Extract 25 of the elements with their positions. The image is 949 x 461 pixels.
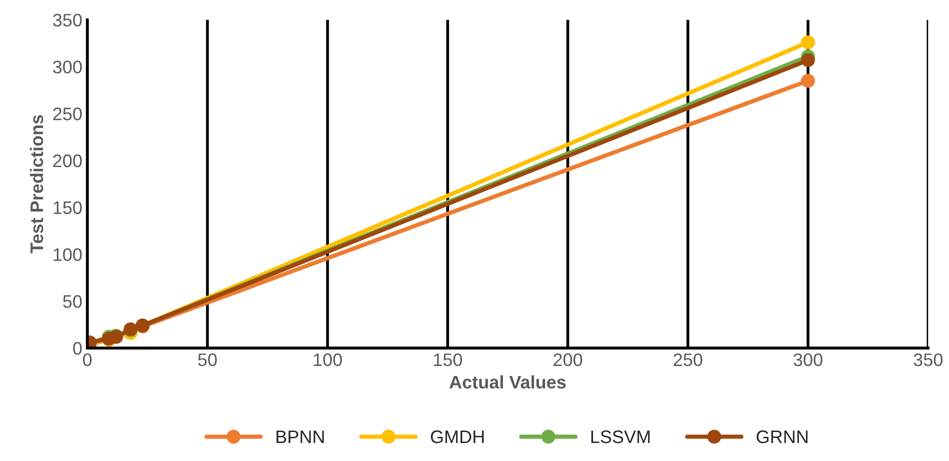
y-tick-label: 0 — [73, 342, 82, 355]
point — [801, 74, 815, 88]
y-tick-label: 200 — [53, 154, 82, 168]
y-tick-label: 300 — [53, 60, 82, 74]
x-tick-label: 150 — [434, 353, 462, 366]
y-axis-title: Test Predictions — [30, 115, 44, 254]
x-axis-title: Actual Values — [449, 375, 566, 389]
y-tick-label: 100 — [54, 248, 82, 261]
x-tick-label: 50 — [198, 353, 217, 366]
x-tick-label: 100 — [314, 353, 342, 366]
y-tick-label: 150 — [54, 201, 82, 214]
x-tick-label: 200 — [554, 353, 582, 366]
x-tick-label: 0 — [82, 353, 92, 366]
x-tick-label: 350 — [914, 353, 942, 366]
legend-label: GMDH — [430, 430, 484, 444]
point — [801, 35, 815, 50]
x-tick-label: 250 — [674, 353, 702, 366]
y-tick-label: 50 — [63, 295, 82, 308]
x-tick-label: 300 — [794, 353, 822, 366]
y-tick-label: 250 — [53, 108, 82, 120]
legend-label: GRNN — [756, 430, 808, 444]
y-tick-label: 350 — [53, 14, 82, 27]
point — [801, 53, 815, 68]
legend-label: BPNN — [276, 430, 324, 444]
legend-label: LSSVM — [591, 430, 650, 444]
